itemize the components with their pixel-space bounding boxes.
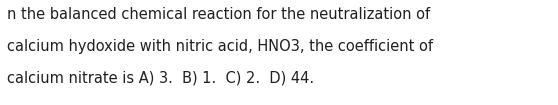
Text: calcium hydoxide with nitric acid, HNO3, the coefficient of: calcium hydoxide with nitric acid, HNO3,…: [7, 39, 433, 54]
Text: n the balanced chemical reaction for the neutralization of: n the balanced chemical reaction for the…: [7, 7, 430, 22]
Text: calcium nitrate is A) 3.  B) 1.  C) 2.  D) 44.: calcium nitrate is A) 3. B) 1. C) 2. D) …: [7, 70, 314, 85]
